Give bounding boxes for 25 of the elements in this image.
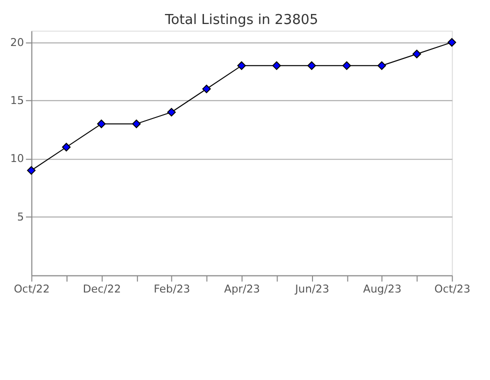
- y-tick-label: 20: [10, 36, 24, 49]
- x-tick-label: Feb/23: [154, 282, 190, 296]
- x-tick-label: Oct/23: [434, 282, 470, 296]
- point: [448, 38, 456, 47]
- point: [62, 142, 71, 152]
- y-tick-label: 10: [10, 152, 24, 166]
- y-tick-label: 15: [10, 94, 24, 107]
- point: [202, 84, 211, 94]
- point: [307, 61, 316, 70]
- point: [167, 108, 176, 116]
- point: [272, 61, 281, 70]
- point: [132, 120, 141, 128]
- point: [237, 61, 246, 70]
- point: [412, 50, 422, 58]
- x-tick-label: Dec/22: [82, 282, 121, 296]
- x-tick-label: Aug/23: [363, 282, 402, 296]
- y-tick-label: 5: [17, 210, 24, 224]
- x-tick-label: Jun/23: [294, 282, 330, 296]
- point: [377, 61, 386, 70]
- point: [27, 166, 36, 175]
- x-tick-label: Oct/22: [14, 282, 50, 296]
- chart-title: Total Listings in 23805: [164, 12, 318, 28]
- point: [342, 61, 351, 70]
- x-tick-label: Apr/23: [224, 282, 260, 296]
- point: [97, 120, 106, 128]
